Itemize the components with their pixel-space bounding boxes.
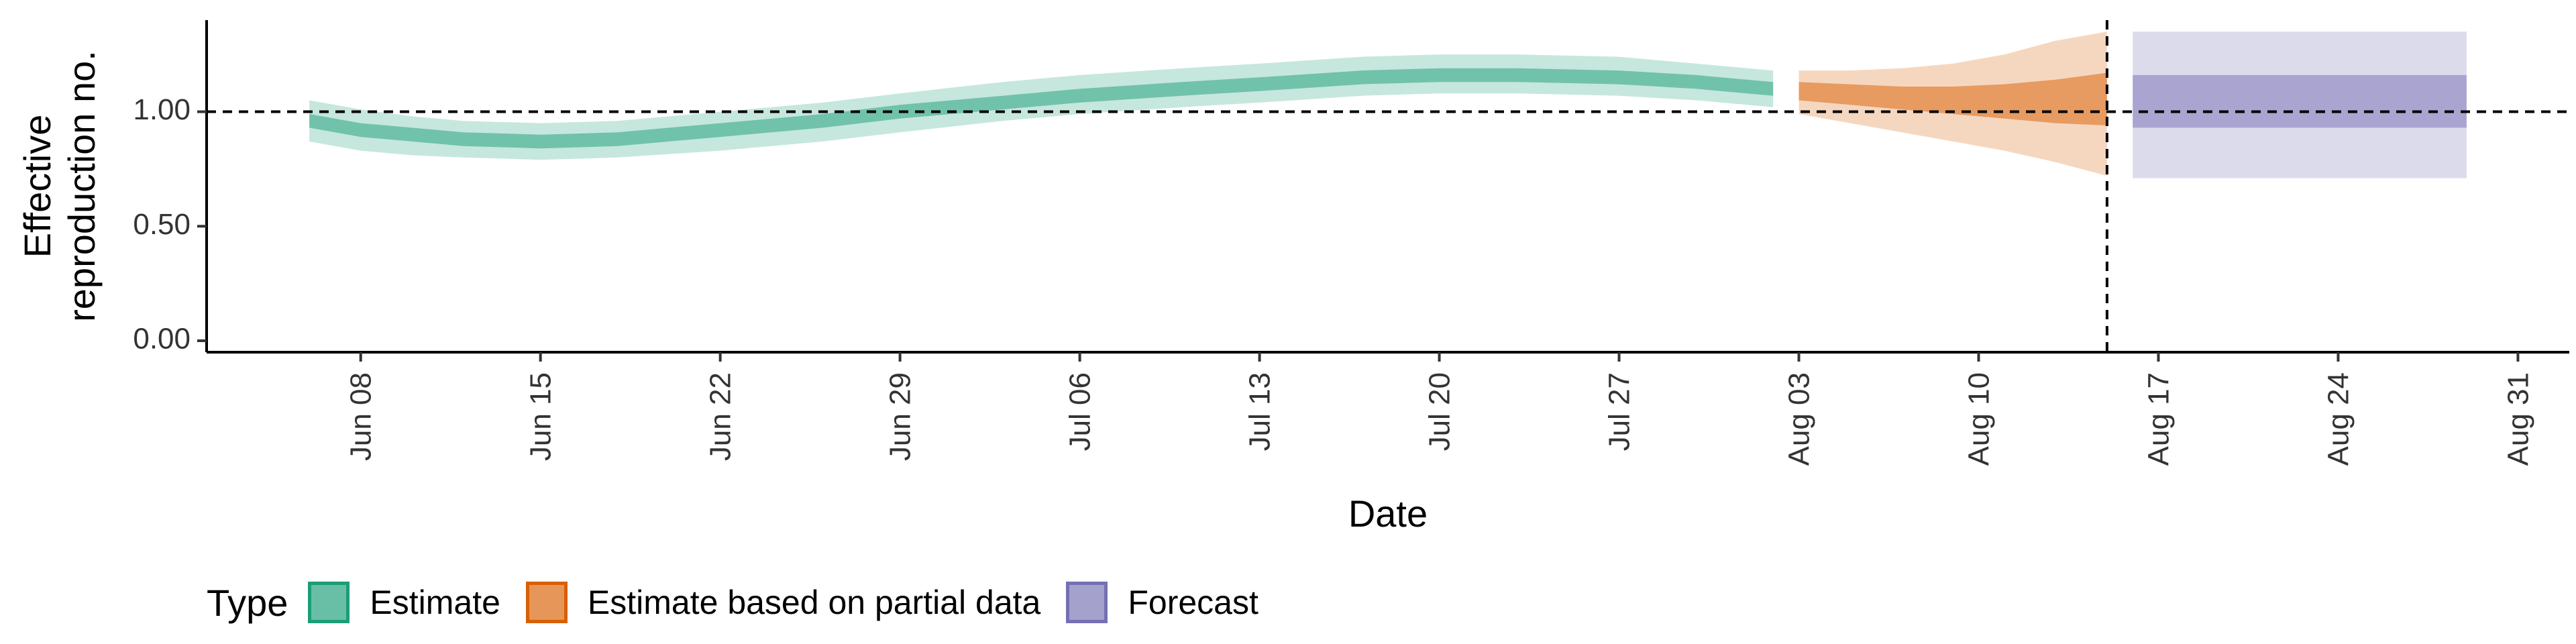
x-tick-label: Jun 22 [704, 372, 737, 461]
x-tick-label: Jun 29 [884, 372, 917, 461]
x-tick-label: Jun 08 [345, 372, 378, 461]
reference-lines-layer [207, 20, 2569, 352]
x-tick-label: Jul 13 [1244, 372, 1277, 451]
legend-label-forecast: Forecast [1128, 584, 1258, 621]
legend-title: Type [207, 581, 288, 624]
axes-layer: 0.00 0.50 1.00 Jun 08 Jun 15 Jun 22 Jun 29 Jul … [16, 20, 2569, 535]
y-axis-title: Effectivereproduction no. [16, 50, 103, 322]
legend-label-partial-data: Estimate based on partial data [587, 584, 1041, 621]
x-tick-label: Aug 31 [2502, 372, 2534, 466]
x-tick-label: Aug 10 [1963, 372, 1996, 466]
legend: Type Estimate Estimate based on partial … [207, 576, 1284, 629]
x-tick-label: Aug 03 [1783, 372, 1816, 466]
legend-item-estimate: Estimate [308, 582, 500, 623]
y-axis-title-line: Effective [16, 115, 58, 258]
estimate-band-50 [309, 68, 1774, 149]
y-tick-label: 1.00 [133, 93, 191, 126]
x-tick-label: Jun 15 [525, 372, 557, 461]
x-axis-title: Date [1348, 492, 1428, 535]
forecast-band-50 [2133, 74, 2467, 128]
legend-key-estimate [308, 582, 350, 623]
x-tick-label: Jul 20 [1424, 372, 1456, 451]
y-axis-title-line: reproduction no. [60, 50, 103, 322]
x-tick-label: Aug 17 [2142, 372, 2175, 466]
y-tick-label: 0.00 [133, 323, 191, 356]
x-tick-label: Jul 06 [1064, 372, 1097, 451]
legend-key-forecast [1066, 582, 1108, 623]
legend-key-partial-data [525, 582, 568, 623]
estimate-bands-layer [309, 32, 2467, 178]
legend-item-forecast: Forecast [1066, 582, 1258, 623]
legend-label-estimate: Estimate [370, 584, 500, 621]
x-tick-label: Jul 27 [1603, 372, 1636, 451]
x-tick-label: Aug 24 [2322, 372, 2355, 466]
y-tick-label: 0.50 [133, 208, 191, 241]
legend-item-partial-data: Estimate based on partial data [525, 582, 1041, 623]
